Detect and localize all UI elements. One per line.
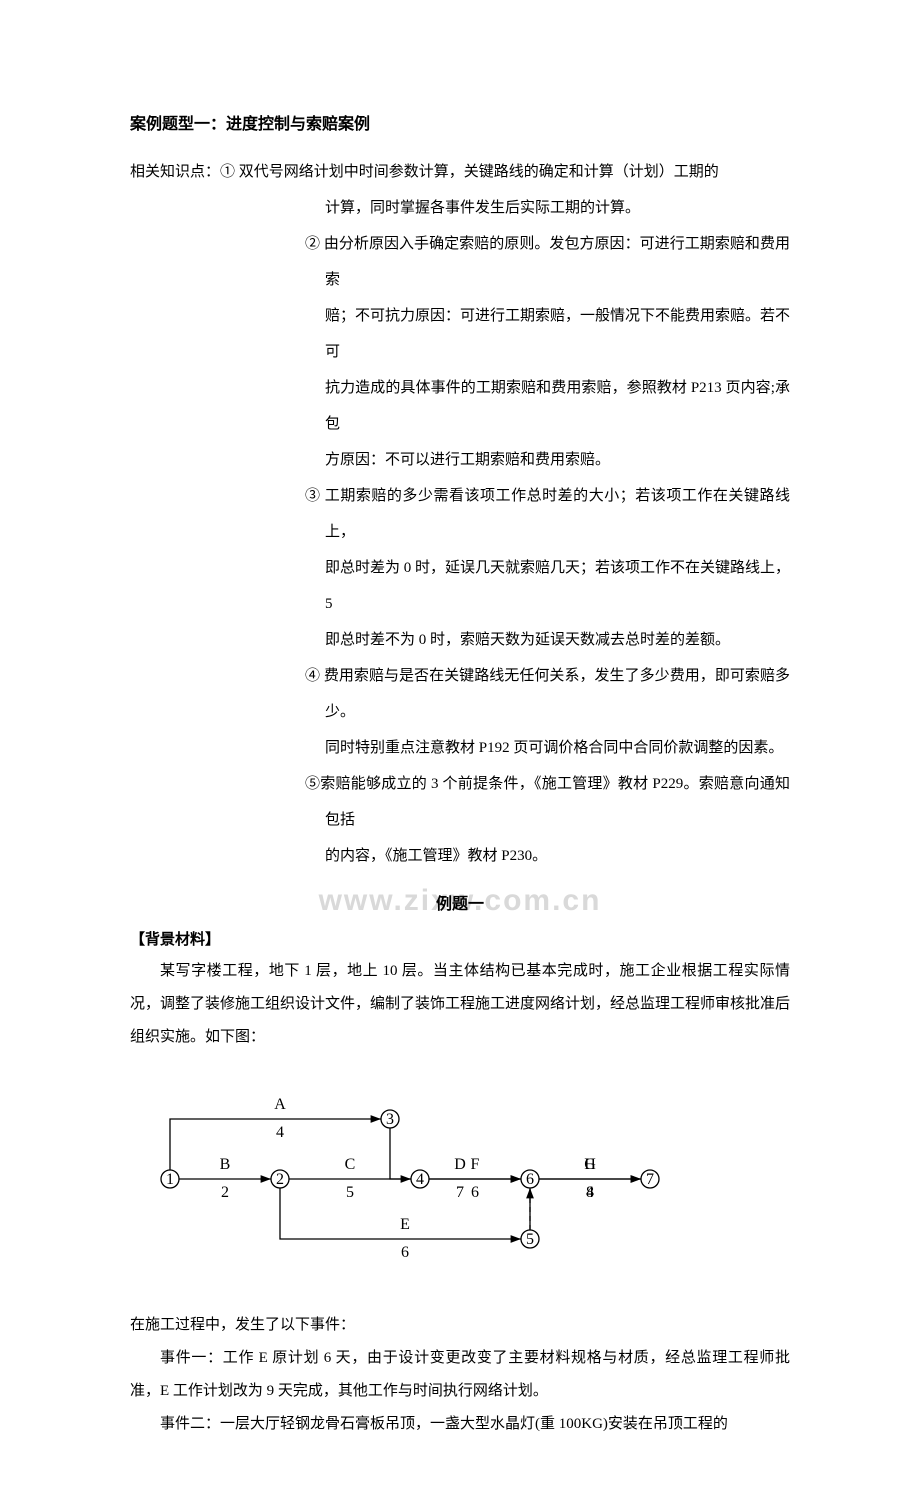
example-title-block: www.zixw.com.cn 例题一: [130, 890, 790, 914]
svg-text:3: 3: [386, 1111, 394, 1128]
svg-text:4: 4: [416, 1171, 424, 1188]
document-page: 案例题型一：进度控制与索赔案例 相关知识点： ① 双代号网络计划中时间参数计算，…: [0, 0, 920, 1501]
svg-text:6: 6: [401, 1244, 409, 1261]
network-diagram: A4B2C5E6D7F6G4H81234567: [130, 1064, 790, 1289]
svg-text:5: 5: [526, 1231, 534, 1248]
svg-text:H: H: [584, 1156, 596, 1173]
svg-text:2: 2: [221, 1184, 229, 1201]
events-intro: 在施工过程中，发生了以下事件：: [130, 1309, 790, 1342]
svg-text:B: B: [220, 1156, 231, 1173]
svg-text:D: D: [454, 1156, 466, 1173]
case-title: 案例题型一：进度控制与索赔案例: [130, 110, 790, 134]
svg-text:F: F: [471, 1156, 480, 1173]
example-title: 例题一: [436, 896, 484, 913]
kp-item-3a: ③ 工期索赔的多少需看该项工作总时差的大小；若该项工作在关键路线上，: [150, 478, 790, 550]
kp-item-2d: 方原因：不可以进行工期索赔和费用索赔。: [130, 442, 790, 478]
kp-item-4a: ④ 费用索赔与是否在关键路线无任何关系，发生了多少费用，即可索赔多少。: [150, 658, 790, 730]
svg-text:4: 4: [276, 1124, 284, 1141]
kp-item-1b: 计算，同时掌握各事件发生后实际工期的计算。: [130, 190, 790, 226]
kp-item-2b: 赔；不可抗力原因：可进行工期索赔，一般情况下不能费用索赔。若不可: [130, 298, 790, 370]
svg-text:6: 6: [471, 1184, 479, 1201]
svg-text:5: 5: [346, 1184, 354, 1201]
svg-text:2: 2: [276, 1171, 284, 1188]
kp-item-1a: ① 双代号网络计划中时间参数计算，关键路线的确定和计算（计划）工期的: [220, 154, 790, 190]
svg-text:7: 7: [646, 1171, 654, 1188]
svg-text:6: 6: [526, 1171, 534, 1188]
svg-text:1: 1: [166, 1171, 174, 1188]
svg-text:A: A: [274, 1096, 286, 1113]
kp-item-3c: 即总时差不为 0 时，索赔天数为延误天数减去总时差的差额。: [130, 622, 790, 658]
kp-item-5a: ⑤索赔能够成立的 3 个前提条件，《施工管理》教材 P229。索赔意向通知包括: [150, 766, 790, 838]
background-heading: 【背景材料】: [130, 928, 790, 949]
kp-label: 相关知识点：: [130, 154, 220, 190]
svg-text:7: 7: [456, 1184, 464, 1201]
kp-item-2c: 抗力造成的具体事件的工期索赔和费用索赔，参照教材 P213 页内容;承包: [130, 370, 790, 442]
svg-text:E: E: [400, 1216, 410, 1233]
kp-item-4b: 同时特别重点注意教材 P192 页可调价格合同中合同价款调整的因素。: [130, 730, 790, 766]
event-1: 事件一：工作 E 原计划 6 天，由于设计变更改变了主要材料规格与材质，经总监理…: [130, 1342, 790, 1408]
kp-item-5b: 的内容，《施工管理》教材 P230。: [130, 838, 790, 874]
knowledge-points: 相关知识点： ① 双代号网络计划中时间参数计算，关键路线的确定和计算（计划）工期…: [130, 154, 790, 874]
event-2: 事件二：一层大厅轻钢龙骨石膏板吊顶，一盏大型水晶灯(重 100KG)安装在吊顶工…: [130, 1408, 790, 1441]
svg-text:C: C: [345, 1156, 356, 1173]
background-para: 某写字楼工程，地下 1 层，地上 10 层。当主体结构已基本完成时，施工企业根据…: [130, 955, 790, 1054]
svg-text:8: 8: [586, 1184, 594, 1201]
kp-item-2a: ② 由分析原因入手确定索赔的原则。发包方原因：可进行工期索赔和费用索: [150, 226, 790, 298]
kp-item-3b: 即总时差为 0 时，延误几天就索赔几天；若该项工作不在关键路线上，5: [130, 550, 790, 622]
